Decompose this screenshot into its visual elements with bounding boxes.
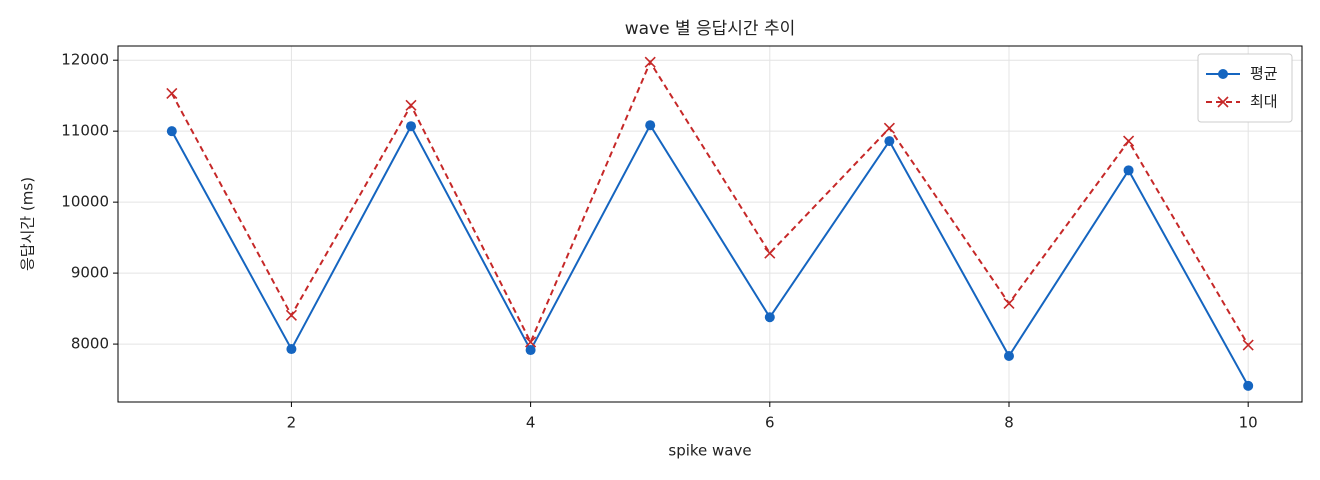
plot-frame (117, 45, 1303, 403)
marker (1003, 351, 1014, 362)
marker (406, 121, 417, 132)
y-tick-label: 12000 (61, 51, 109, 69)
legend-marker (1217, 96, 1229, 108)
marker (883, 122, 895, 134)
marker (1003, 297, 1015, 309)
marker (1123, 165, 1134, 176)
series-line (170, 123, 1250, 387)
marker (405, 99, 417, 111)
marker (525, 345, 536, 356)
marker (645, 120, 656, 131)
legend-marker (1218, 69, 1228, 79)
marker (1243, 380, 1254, 391)
marker (166, 87, 178, 99)
y-tick-label: 10000 (61, 193, 109, 211)
marker (1123, 135, 1135, 147)
marker (644, 56, 656, 68)
y-axis-label: 응답시간 (ms) (19, 177, 37, 271)
y-tick-label: 11000 (61, 122, 109, 140)
x-tick-label: 8 (1004, 414, 1014, 432)
legend-label: 최대 (1250, 93, 1278, 111)
marker (525, 336, 537, 348)
legend-label: 평균 (1250, 65, 1278, 83)
x-tick-label: 4 (526, 414, 536, 432)
marker (764, 247, 776, 259)
x-tick-label: 6 (765, 414, 775, 432)
marker (764, 312, 775, 323)
y-tick-label: 8000 (71, 335, 109, 353)
marker (285, 309, 297, 321)
marker (1242, 339, 1254, 351)
legend-box (1197, 53, 1293, 123)
series-line (170, 60, 1250, 346)
x-tick-label: 10 (1239, 414, 1258, 432)
marker (286, 344, 297, 355)
chart-title: wave 별 응답시간 추이 (625, 19, 796, 39)
marker (166, 126, 177, 137)
x-tick-label: 2 (287, 414, 297, 432)
x-axis-label: spike wave (668, 442, 751, 460)
marker (884, 136, 895, 147)
y-tick-label: 9000 (71, 264, 109, 282)
